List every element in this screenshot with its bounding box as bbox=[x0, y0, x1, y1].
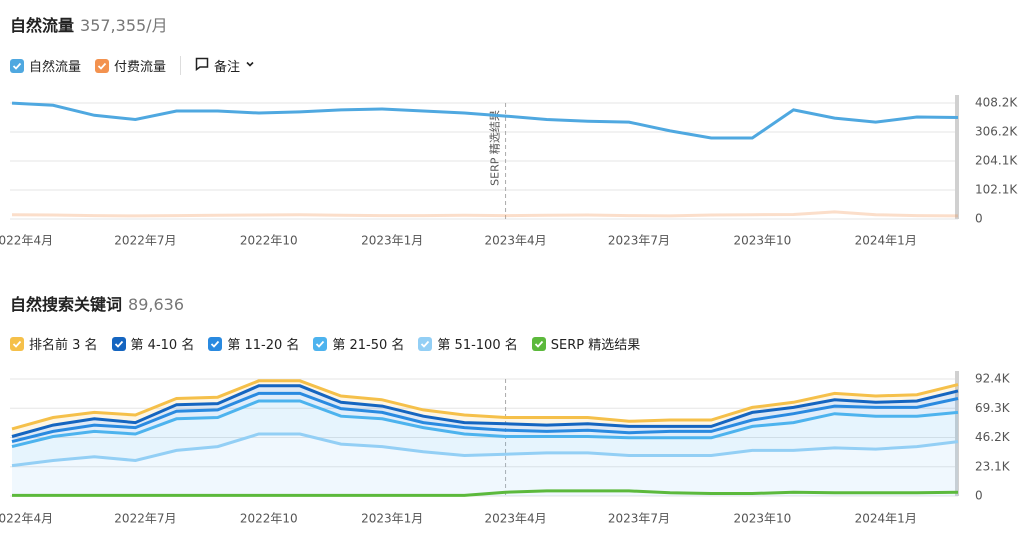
chart-title: 自然流量 bbox=[10, 16, 75, 35]
x-tick-label: 2023年10 bbox=[733, 512, 791, 526]
notes-button[interactable]: 备注 bbox=[180, 56, 255, 75]
x-tick-label: 2023年4月 bbox=[484, 512, 546, 526]
y-tick-label: 0 bbox=[975, 489, 983, 503]
chart-title-row: 自然流量 357,355/月 bbox=[10, 12, 168, 36]
x-tick-label: 2023年1月 bbox=[361, 512, 423, 526]
y-tick-label: 102.1K bbox=[975, 182, 1018, 196]
x-tick-label: 2023年7月 bbox=[608, 234, 670, 248]
chart-title-row: 自然搜索关键词 89,636 bbox=[10, 291, 184, 315]
x-tick-label: 2022年10 bbox=[240, 512, 298, 526]
legend-swatch bbox=[313, 336, 328, 351]
y-tick-label: 306.2K bbox=[975, 124, 1018, 138]
legend: 排名前 3 名 第 4-10 名 第 11-20 名 第 21-50 名 第 51-10… bbox=[10, 334, 640, 353]
y-tick-label: 204.1K bbox=[975, 154, 1018, 168]
legend-item[interactable]: 付费流量 bbox=[95, 56, 166, 75]
x-tick-label: 2024年1月 bbox=[855, 512, 917, 526]
legend-swatch bbox=[10, 336, 24, 351]
x-tick-label: 2023年1月 bbox=[361, 234, 423, 248]
area-fill bbox=[12, 401, 958, 466]
area-fill bbox=[12, 434, 958, 496]
line bbox=[11, 101, 959, 140]
chart-subtitle: 89,636 bbox=[128, 295, 184, 314]
legend-swatch bbox=[95, 58, 110, 73]
chart-title: 自然搜索关键词 bbox=[10, 295, 123, 314]
legend: 自然流量 付费流量 备注 bbox=[10, 56, 255, 75]
annotation-label: SERP 精选结果 bbox=[489, 110, 502, 186]
legend-item[interactable]: 排名前 3 名 bbox=[10, 334, 98, 353]
line bbox=[11, 379, 959, 431]
x-tick-label: 2022年4月 bbox=[0, 234, 53, 248]
notes-label: 备注 bbox=[214, 60, 241, 75]
x-tick-label: 2022年4月 bbox=[0, 512, 53, 526]
legend-label: SERP 精选结果 bbox=[550, 338, 641, 353]
legend-item[interactable]: 第 51-100 名 bbox=[418, 334, 518, 353]
y-tick-label: 0 bbox=[975, 212, 983, 226]
line bbox=[11, 384, 959, 438]
x-tick-label: 2024年1月 bbox=[855, 234, 917, 248]
legend-item[interactable]: 第 4-10 名 bbox=[111, 334, 195, 353]
x-tick-label: 2022年10 bbox=[240, 234, 298, 248]
line bbox=[11, 391, 959, 444]
x-tick-label: 2023年7月 bbox=[608, 512, 670, 526]
legend-item[interactable]: 自然流量 bbox=[10, 56, 81, 75]
legend-label: 自然流量 bbox=[29, 60, 82, 75]
legend-swatch bbox=[531, 336, 546, 351]
y-tick-label: 69.3K bbox=[975, 401, 1011, 415]
line bbox=[12, 489, 959, 497]
notes-icon bbox=[195, 57, 209, 75]
legend-swatch bbox=[10, 58, 24, 73]
legend-item[interactable]: 第 11-20 名 bbox=[208, 334, 299, 353]
legend-label: 第 11-20 名 bbox=[227, 338, 300, 353]
x-tick-label: 2023年10 bbox=[733, 234, 791, 248]
y-tick-label: 23.1K bbox=[975, 459, 1011, 473]
y-tick-label: 46.2K bbox=[975, 430, 1011, 444]
scroll-edge bbox=[955, 371, 959, 496]
line bbox=[11, 399, 959, 449]
area-fill bbox=[12, 393, 958, 447]
y-tick-label: 408.2K bbox=[975, 96, 1018, 110]
legend-label: 第 51-100 名 bbox=[437, 338, 518, 353]
chart-subtitle: 357,355/月 bbox=[80, 16, 168, 35]
line bbox=[11, 210, 959, 218]
x-tick-label: 2022年7月 bbox=[114, 234, 176, 248]
legend-item[interactable]: SERP 精选结果 bbox=[531, 334, 641, 353]
line bbox=[11, 432, 959, 468]
legend-item[interactable]: 第 21-50 名 bbox=[313, 334, 404, 353]
dropdown-icon bbox=[245, 58, 255, 73]
legend-swatch bbox=[418, 336, 433, 351]
legend-label: 第 21-50 名 bbox=[332, 338, 405, 353]
x-tick-label: 2023年4月 bbox=[484, 234, 546, 248]
x-tick-label: 2022年7月 bbox=[114, 512, 176, 526]
legend-label: 第 4-10 名 bbox=[130, 338, 195, 353]
legend-swatch bbox=[111, 336, 126, 351]
y-tick-label: 92.4K bbox=[975, 372, 1011, 386]
legend-swatch bbox=[208, 336, 223, 351]
legend-label: 付费流量 bbox=[114, 60, 167, 75]
scroll-edge bbox=[955, 95, 959, 219]
legend-label: 排名前 3 名 bbox=[29, 338, 98, 353]
